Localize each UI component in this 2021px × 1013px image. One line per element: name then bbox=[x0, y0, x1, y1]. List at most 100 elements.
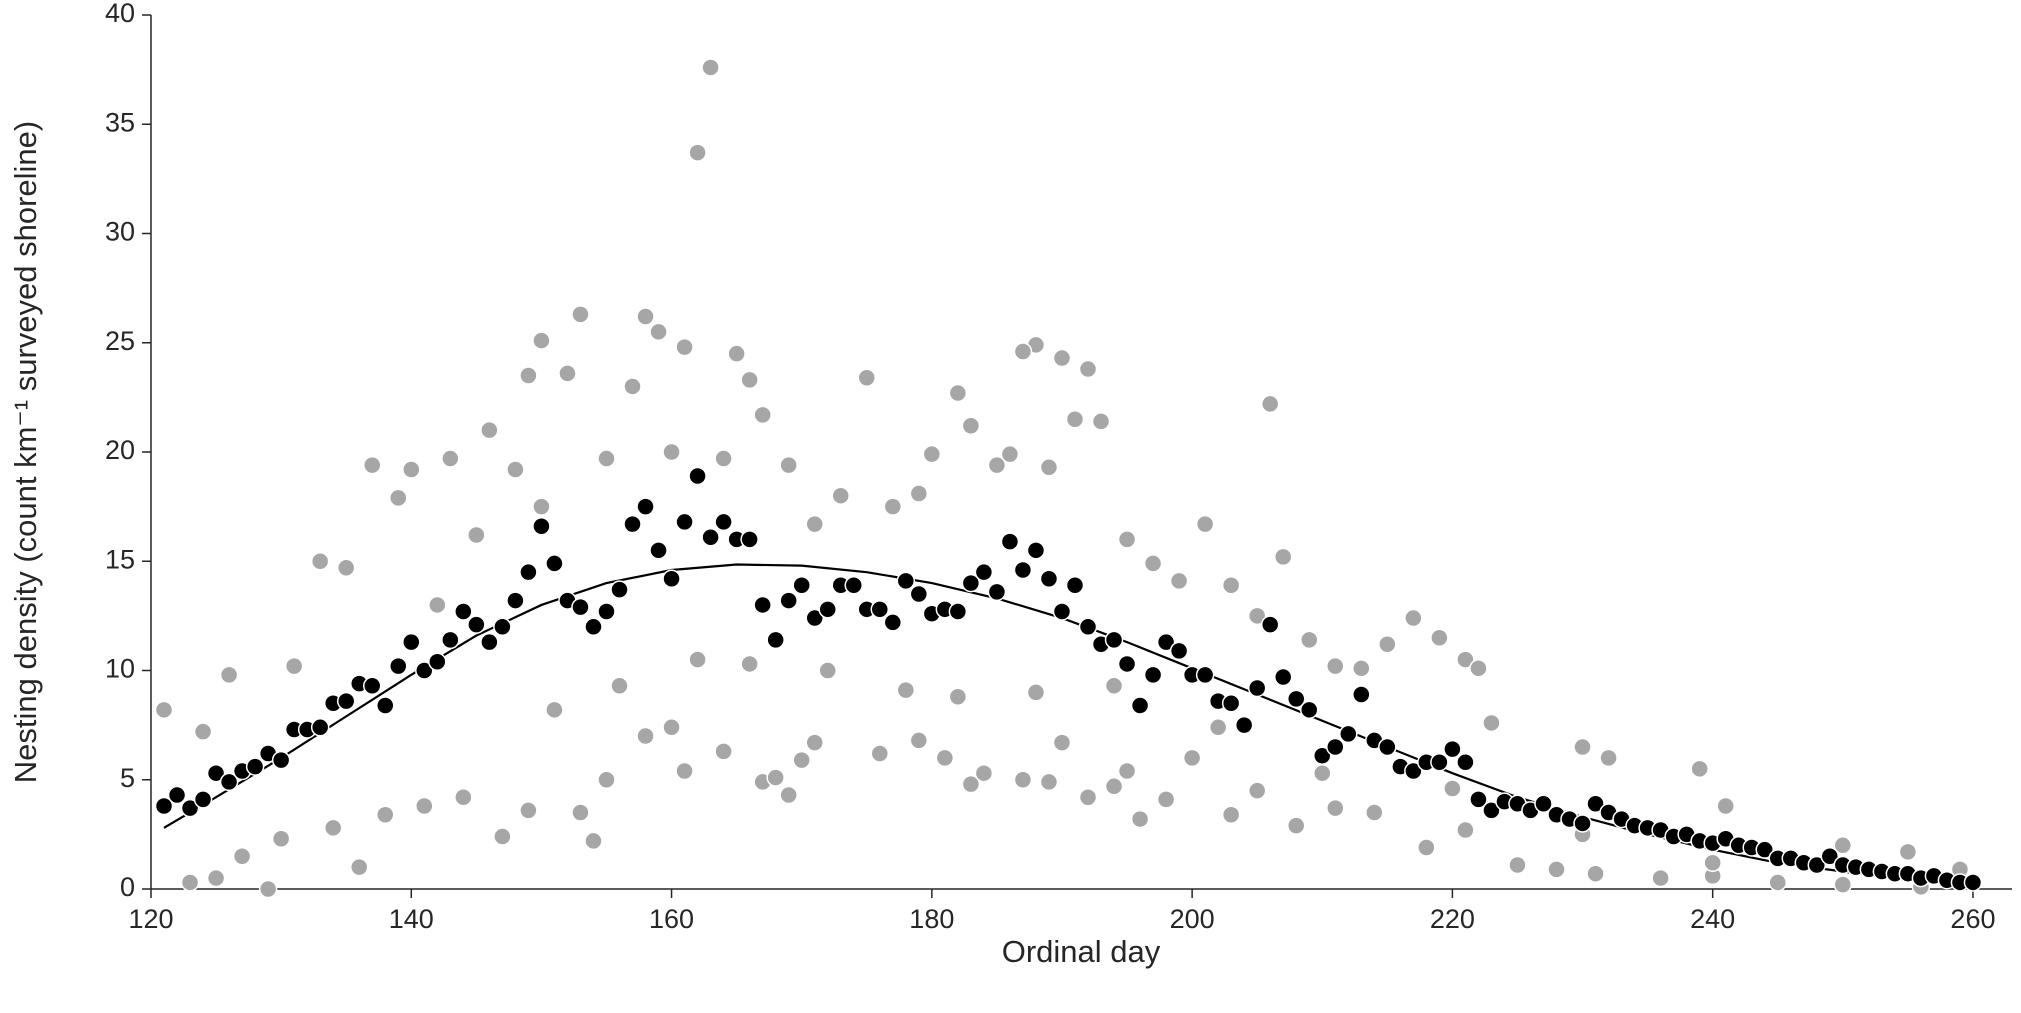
data-point bbox=[688, 466, 707, 486]
data-point bbox=[701, 527, 720, 547]
data-point bbox=[883, 613, 903, 632]
data-point bbox=[506, 591, 525, 610]
data-point bbox=[519, 366, 538, 385]
data-point bbox=[402, 460, 421, 479]
data-point bbox=[1833, 875, 1853, 894]
data-point bbox=[1065, 409, 1085, 429]
data-point bbox=[610, 580, 629, 599]
data-point bbox=[1299, 700, 1319, 720]
data-point bbox=[740, 530, 759, 549]
data-point bbox=[1430, 753, 1449, 772]
data-point bbox=[649, 541, 668, 560]
data-point bbox=[1898, 842, 1918, 862]
data-point bbox=[1156, 790, 1176, 809]
data-point bbox=[1352, 685, 1371, 704]
data-point bbox=[1221, 805, 1241, 824]
data-point bbox=[1052, 348, 1072, 368]
data-point bbox=[1182, 748, 1202, 768]
data-point bbox=[441, 449, 460, 468]
data-point bbox=[1378, 737, 1397, 757]
x-tick-label: 200 bbox=[1170, 904, 1215, 934]
data-point bbox=[310, 552, 330, 571]
data-point bbox=[1573, 737, 1592, 757]
data-point bbox=[909, 484, 929, 503]
data-point bbox=[714, 449, 733, 468]
data-point bbox=[571, 305, 590, 324]
data-point bbox=[597, 602, 616, 621]
data-point bbox=[766, 768, 785, 787]
data-point bbox=[506, 460, 525, 479]
data-point bbox=[1052, 602, 1072, 621]
data-point bbox=[1260, 394, 1280, 414]
data-point bbox=[1130, 809, 1150, 829]
data-point bbox=[1404, 608, 1423, 628]
data-point bbox=[1326, 737, 1345, 757]
data-point bbox=[1039, 772, 1059, 792]
data-point bbox=[1755, 840, 1774, 859]
data-point bbox=[1117, 761, 1137, 781]
data-point bbox=[245, 757, 265, 776]
data-point bbox=[1078, 787, 1098, 807]
y-tick-label: 35 bbox=[105, 107, 135, 137]
data-point bbox=[935, 748, 955, 768]
data-point bbox=[987, 582, 1007, 602]
data-point bbox=[1547, 860, 1566, 879]
data-point bbox=[1104, 777, 1124, 796]
data-point bbox=[636, 726, 655, 746]
data-point bbox=[597, 449, 616, 468]
data-point bbox=[1378, 635, 1397, 654]
x-tick-label: 260 bbox=[1950, 904, 1995, 934]
data-point bbox=[1404, 761, 1423, 781]
data-point bbox=[1026, 683, 1046, 702]
data-point bbox=[545, 554, 564, 573]
data-point bbox=[1482, 801, 1501, 820]
data-point bbox=[558, 364, 577, 383]
data-point bbox=[1221, 576, 1241, 595]
data-point bbox=[623, 514, 642, 534]
y-tick-label: 5 bbox=[120, 763, 135, 793]
data-point bbox=[428, 595, 447, 615]
data-point bbox=[1078, 617, 1098, 637]
data-point bbox=[1221, 694, 1241, 713]
data-point bbox=[467, 615, 486, 634]
data-point bbox=[1573, 814, 1592, 833]
data-point bbox=[389, 488, 408, 508]
data-point bbox=[1286, 816, 1306, 835]
data-point bbox=[1000, 532, 1020, 551]
data-point bbox=[571, 803, 590, 822]
data-point bbox=[740, 654, 759, 674]
x-tick-label: 160 bbox=[649, 904, 694, 934]
data-point bbox=[1469, 790, 1488, 809]
data-point bbox=[1052, 733, 1072, 752]
data-point bbox=[1234, 715, 1254, 735]
data-point bbox=[961, 573, 981, 593]
data-point bbox=[167, 785, 187, 805]
data-point bbox=[154, 700, 174, 720]
data-point bbox=[1313, 763, 1332, 783]
data-point bbox=[454, 602, 473, 621]
data-point bbox=[1065, 576, 1085, 595]
data-point bbox=[1443, 739, 1462, 759]
data-point bbox=[1651, 868, 1670, 888]
data-point bbox=[1078, 359, 1098, 379]
data-point bbox=[779, 591, 798, 610]
data-point bbox=[1026, 541, 1046, 560]
data-point bbox=[779, 785, 798, 805]
data-point bbox=[909, 731, 929, 750]
data-point bbox=[1820, 846, 1840, 866]
data-point bbox=[532, 497, 551, 516]
data-point bbox=[870, 744, 890, 763]
data-point bbox=[1313, 746, 1332, 765]
data-point bbox=[987, 455, 1007, 475]
data-point bbox=[675, 512, 694, 532]
data-point bbox=[232, 846, 252, 866]
data-point bbox=[818, 661, 837, 680]
data-point bbox=[1443, 779, 1462, 798]
data-point bbox=[1286, 689, 1306, 709]
data-point bbox=[792, 750, 811, 770]
data-point bbox=[1963, 873, 1983, 892]
data-point bbox=[480, 632, 499, 652]
data-point bbox=[1260, 615, 1280, 634]
data-point bbox=[818, 600, 837, 619]
data-point bbox=[1299, 630, 1319, 650]
